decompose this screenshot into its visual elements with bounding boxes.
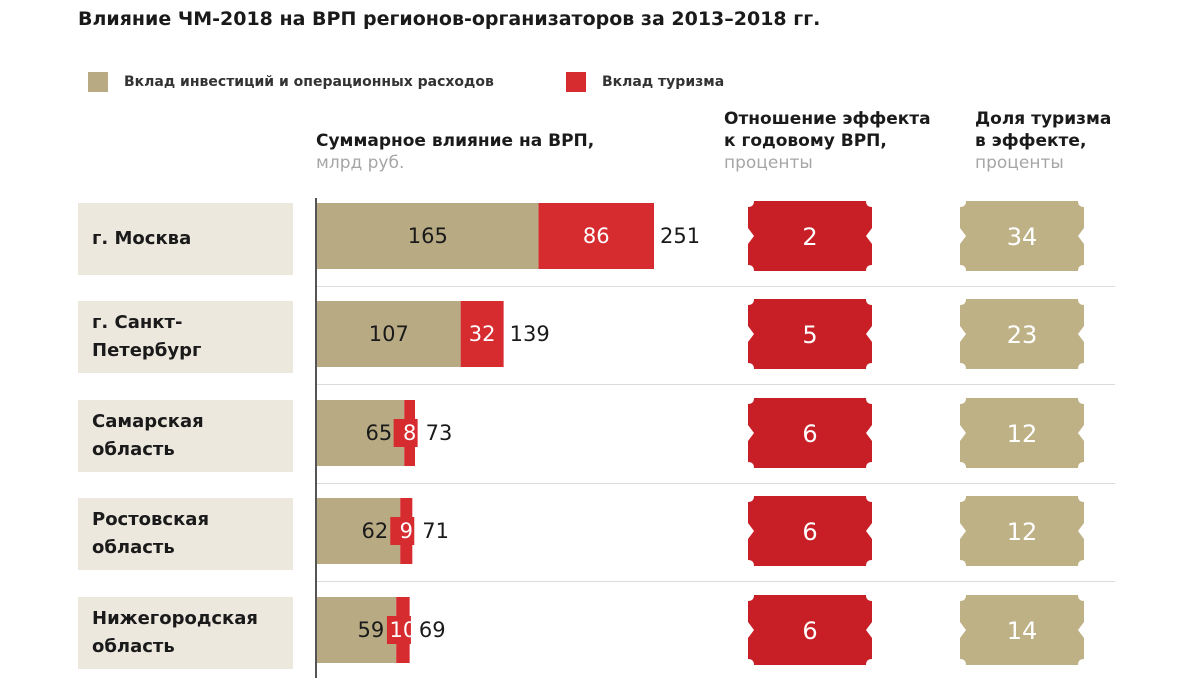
- share-value: 14: [1007, 617, 1038, 645]
- bar-tourism: [460, 301, 504, 367]
- bar-tourism-value: 8: [403, 421, 416, 445]
- row-label-samara: Самарская область: [78, 400, 293, 472]
- bar-invest-value: 165: [408, 224, 448, 248]
- column-head-total: Суммарное влияние на ВРП, млрд руб.: [316, 130, 594, 174]
- ratio-badge: [748, 299, 872, 369]
- bar-invest: [317, 400, 405, 466]
- bar-tourism: [538, 203, 654, 269]
- column-head-share-line1: Доля туризма: [975, 109, 1112, 129]
- chart-title: Влияние ЧМ-2018 на ВРП регионов-организа…: [78, 8, 821, 30]
- bar-total-value: 69: [419, 618, 446, 642]
- column-head-total-title: Суммарное влияние на ВРП,: [316, 131, 595, 151]
- share-badge: [960, 299, 1084, 369]
- share-badge: [960, 201, 1084, 271]
- bar-invest-value: 107: [369, 322, 409, 346]
- legend-invest-label: Вклад инвестиций и операционных расходов: [124, 74, 494, 90]
- ratio-badge: [748, 496, 872, 566]
- column-head-ratio-line1: Отношение эффекта: [724, 109, 931, 129]
- ratio-value: 5: [802, 321, 817, 349]
- ratio-value: 6: [802, 518, 817, 546]
- column-head-ratio-line2: к годовому ВРП,: [724, 131, 887, 151]
- legend-invest-swatch: [88, 72, 108, 92]
- ratio-value: 6: [802, 617, 817, 645]
- bar-tourism-label-plate: [393, 419, 418, 447]
- bar-total-value: 73: [426, 421, 453, 445]
- ratio-value: 6: [802, 420, 817, 448]
- row-label-nizhny: Нижегородская область: [78, 597, 293, 669]
- row-separator: [315, 384, 1115, 385]
- share-value: 12: [1007, 518, 1038, 546]
- share-badge: [960, 398, 1084, 468]
- share-value: 34: [1007, 223, 1038, 251]
- legend-tourism-swatch: [566, 72, 586, 92]
- row-label-rostov: Ростовская область: [78, 498, 293, 570]
- legend-tourism-label: Вклад туризма: [602, 74, 725, 90]
- row-label-spb: г. Санкт- Петербург: [78, 301, 293, 373]
- column-head-share: Доля туризма в эффекте, проценты: [975, 108, 1111, 174]
- bar-total-value: 251: [660, 224, 700, 248]
- bar-invest-value: 62: [362, 519, 389, 543]
- bar-invest: [317, 301, 461, 367]
- bar-invest-value: 65: [366, 421, 393, 445]
- bar-tourism-value: 10: [390, 618, 417, 642]
- bar-tourism-value: 86: [583, 224, 610, 248]
- bar-tourism-value: 32: [469, 322, 496, 346]
- share-badge: [960, 595, 1084, 665]
- legend-tourism: Вклад туризма: [566, 72, 724, 92]
- bar-invest: [317, 203, 539, 269]
- row-separator: [315, 483, 1115, 484]
- column-head-ratio: Отношение эффекта к годовому ВРП, процен…: [724, 108, 931, 174]
- column-head-ratio-unit: проценты: [724, 153, 813, 173]
- bar-tourism-value: 9: [400, 519, 413, 543]
- bar-invest-value: 59: [357, 618, 384, 642]
- ratio-badge: [748, 201, 872, 271]
- share-value: 12: [1007, 420, 1038, 448]
- column-head-share-line2: в эффекте,: [975, 131, 1087, 151]
- bar-invest: [317, 498, 401, 564]
- ratio-badge: [748, 595, 872, 665]
- column-head-share-unit: проценты: [975, 153, 1064, 173]
- share-badge: [960, 496, 1084, 566]
- ratio-badge: [748, 398, 872, 468]
- value-axis-line: [315, 198, 317, 678]
- row-separator: [315, 286, 1115, 287]
- legend-invest: Вклад инвестиций и операционных расходов: [88, 72, 494, 92]
- bar-total-value: 71: [422, 519, 449, 543]
- row-separator: [315, 581, 1115, 582]
- row-label-moscow: г. Москва: [78, 203, 293, 275]
- bar-total-value: 139: [510, 322, 550, 346]
- share-value: 23: [1007, 321, 1038, 349]
- column-head-total-unit: млрд руб.: [316, 153, 405, 173]
- ratio-value: 2: [802, 223, 817, 251]
- bar-tourism-label-plate: [386, 616, 411, 644]
- bar-invest: [317, 597, 397, 663]
- bar-tourism-label-plate: [390, 517, 415, 545]
